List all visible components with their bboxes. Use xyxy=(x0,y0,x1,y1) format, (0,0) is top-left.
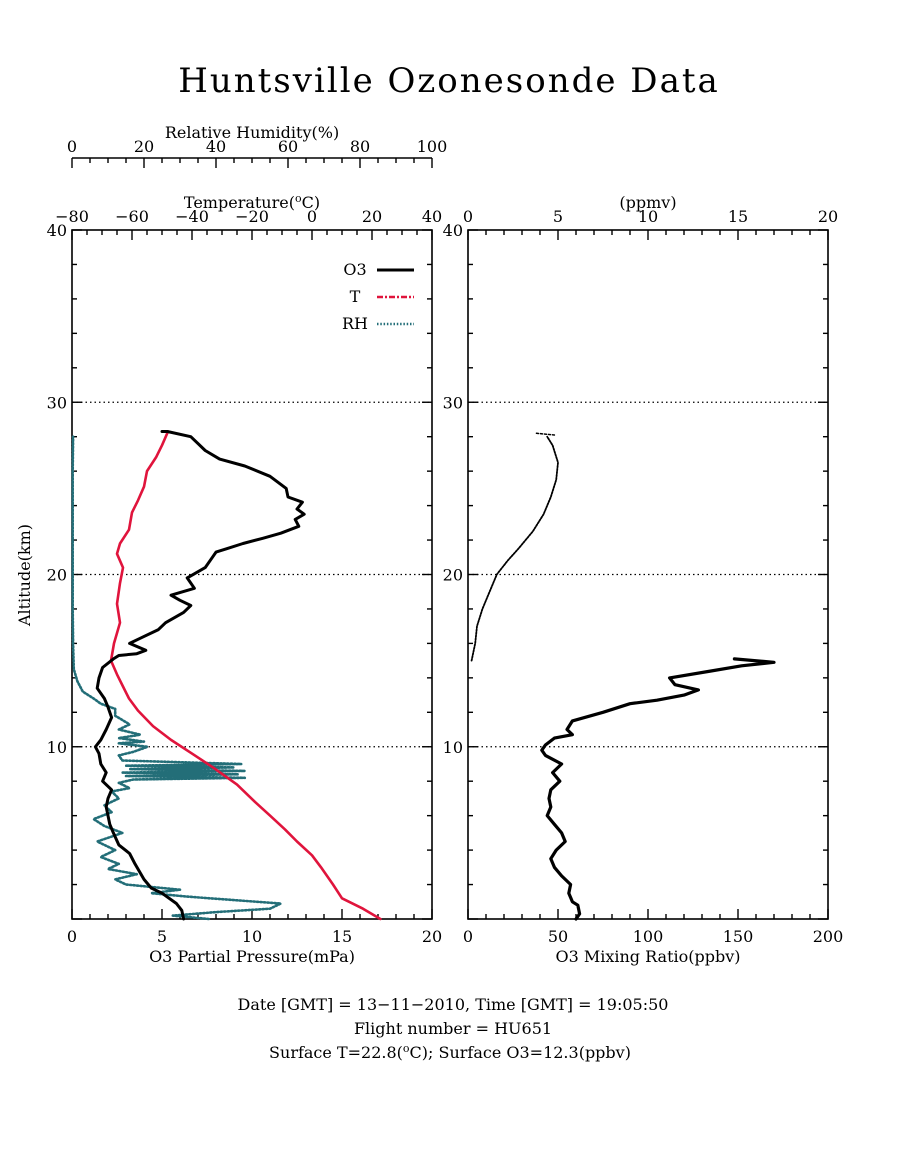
humidity-axis-tick-label: 100 xyxy=(417,137,448,156)
temperature-axis-tick-label: −60 xyxy=(115,207,149,226)
o3-pressure-axis-tick-label: 10 xyxy=(242,927,262,946)
mixing-ratio-axis-tick-label: 150 xyxy=(723,927,754,946)
y-tick-label: 20 xyxy=(443,566,463,585)
o3-pressure-axis-tick-label: 15 xyxy=(332,927,352,946)
o3-partial-pressure-axis-label: O3 Partial Pressure(mPa) xyxy=(149,947,355,966)
series-o3-line xyxy=(93,430,306,921)
humidity-axis-tick-label: 40 xyxy=(206,137,226,156)
y-tick-label: 30 xyxy=(443,393,463,412)
legend-label-o3: O3 xyxy=(343,260,366,279)
series-temperature-line xyxy=(109,430,382,921)
humidity-axis-tick-label: 0 xyxy=(67,137,77,156)
ppmv-axis-label: (ppmv) xyxy=(619,193,676,212)
y-tick-label: 40 xyxy=(47,221,67,240)
legend-label-t: T xyxy=(350,287,361,306)
o3-mixing-ratio-axis-label: O3 Mixing Ratio(ppbv) xyxy=(555,947,740,966)
temperature-axis-tick-label: −80 xyxy=(55,207,89,226)
ppmv-axis-tick-label: 15 xyxy=(728,207,748,226)
humidity-axis-tick-label: 20 xyxy=(134,137,154,156)
series-o3-ppmv-line xyxy=(470,435,559,662)
temperature-axis-tick-label: −40 xyxy=(175,207,209,226)
mixing-ratio-axis-tick-label: 100 xyxy=(633,927,664,946)
footer-flight-number: Flight number = HU651 xyxy=(354,1019,552,1038)
y-tick-label: 10 xyxy=(443,738,463,757)
altitude-axis-label: Altitude(km) xyxy=(15,524,34,627)
temperature-axis-tick-label: 40 xyxy=(422,207,442,226)
ppmv-axis-tick-label: 5 xyxy=(553,207,563,226)
mixing-ratio-axis-tick-label: 200 xyxy=(813,927,844,946)
ppmv-axis-tick-label: 20 xyxy=(818,207,838,226)
legend-label-rh: RH xyxy=(342,314,368,333)
temperature-axis-label: Temperature(oC) xyxy=(184,192,320,212)
temperature-axis-tick-label: 20 xyxy=(362,207,382,226)
y-tick-label: 20 xyxy=(47,566,67,585)
footer-surface-values: Surface T=22.8(oC); Surface O3=12.3(ppbv… xyxy=(269,1042,631,1062)
o3-pressure-axis-tick-label: 5 xyxy=(157,927,167,946)
y-tick-label: 40 xyxy=(443,221,463,240)
footer-date-time: Date [GMT] = 13−11−2010, Time [GMT] = 19… xyxy=(238,995,669,1014)
humidity-axis-tick-label: 60 xyxy=(278,137,298,156)
chart-title: Huntsville Ozonesonde Data xyxy=(178,61,720,101)
o3-pressure-axis-tick-label: 0 xyxy=(67,927,77,946)
mixing-ratio-axis-tick-label: 0 xyxy=(463,927,473,946)
y-tick-label: 30 xyxy=(47,393,67,412)
o3-pressure-axis-tick-label: 20 xyxy=(422,927,442,946)
temperature-axis-tick-label: 0 xyxy=(307,207,317,226)
series-o3-ppbv-line xyxy=(540,657,776,921)
y-tick-label: 10 xyxy=(47,738,67,757)
temperature-axis-tick-label: −20 xyxy=(235,207,269,226)
series-rh-line xyxy=(71,435,283,921)
humidity-axis-label: Relative Humidity(%) xyxy=(165,123,339,142)
ppmv-axis-tick-label: 0 xyxy=(463,207,473,226)
ppmv-axis-tick-label: 10 xyxy=(638,207,658,226)
humidity-axis-tick-label: 80 xyxy=(350,137,370,156)
mixing-ratio-axis-tick-label: 50 xyxy=(548,927,568,946)
series-o3-ppmv-top-marks xyxy=(535,432,556,436)
